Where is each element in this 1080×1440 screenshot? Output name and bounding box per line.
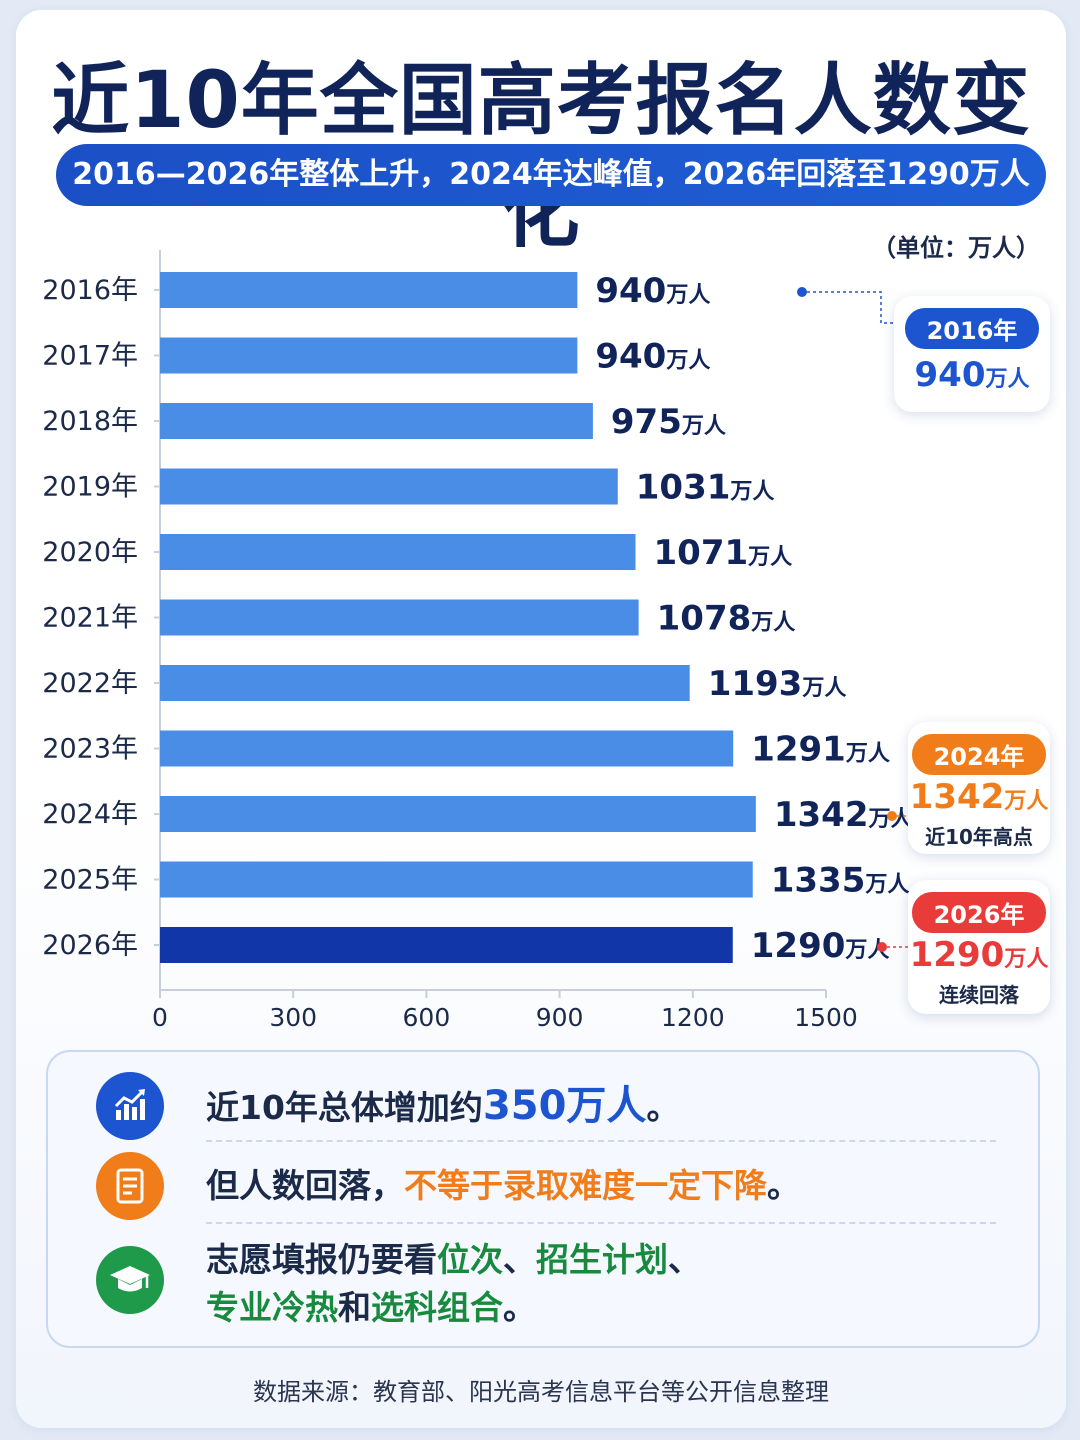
category-label: 2026年 [42,930,138,961]
value-label: 1078万人 [657,599,796,639]
category-label: 2021年 [42,603,138,634]
bar [160,599,639,636]
callout-2026-year: 2026年 [911,892,1047,933]
category-label: 2019年 [42,472,138,503]
bar [160,534,636,570]
category-label: 2024年 [42,799,138,830]
callout-2026-dot [877,942,887,952]
callout-2016-value: 940万人 [914,355,1030,395]
bar [160,730,734,767]
summary-row-1: 近10年总体增加约350万人。 [48,1062,1038,1152]
callout-2016-connector [807,291,894,324]
category-label: 2022年 [42,668,138,699]
x-tick-label: 600 [403,1003,451,1032]
x-tick-label: 900 [536,1003,584,1032]
value-label: 1335万人 [771,861,910,901]
x-tick-label: 300 [269,1003,317,1032]
value-label: 1193万人 [708,664,847,704]
callout-2026-note: 连续回落 [939,983,1019,1007]
value-label: 1291万人 [751,730,890,770]
callout-2024-note: 近10年高点 [925,825,1033,849]
unit-label: （单位：万人） [872,234,1040,262]
bar [160,272,578,308]
x-tick-label: 1200 [661,1003,725,1032]
summary-line-1: 近10年总体增加约350万人。 [206,1083,680,1129]
category-label: 2018年 [42,406,138,437]
summary-row-3: 志愿填报仍要看位次、招生计划、 专业冷热和选科组合。 [48,1232,1038,1342]
bar [160,468,618,505]
value-label: 1071万人 [654,533,793,573]
category-label: 2020年 [42,537,138,568]
callout-2016-dot [797,287,807,297]
category-label: 2017年 [42,341,138,372]
x-tick-label: 0 [152,1003,168,1032]
callout-2024-year: 2024年 [911,734,1047,775]
document-icon [96,1152,164,1220]
infographic-card: 近10年全国高考报名人数变化 2016—2026年整体上升，2024年达峰值，2… [16,10,1066,1428]
bar [160,403,593,439]
data-source: 数据来源：教育部、阳光高考信息平台等公开信息整理 [253,1378,829,1406]
value-label: 1290万人 [751,926,890,966]
x-tick-label: 1500 [794,1003,858,1032]
summary-box: 近10年总体增加约350万人。 但人数回落，不等于录取难度一定下降。 [46,1050,1040,1348]
bar [160,665,690,701]
callout-2026-value: 1290万人 [909,935,1049,975]
bar [160,927,733,963]
summary-line-2: 但人数回落，不等于录取难度一定下降。 [206,1166,800,1205]
value-label: 940万人 [595,337,710,377]
chart-growth-icon [96,1072,164,1140]
callout-2024-dot [887,811,897,821]
callout-2026: 2026年 1290万人 连续回落 [908,880,1050,1014]
bar-chart: 0 300 600 900 1200 1500 2016年 940万人 2017年 940万人 20… [42,250,913,1032]
summary-row-2: 但人数回落，不等于录取难度一定下降。 [48,1144,1038,1234]
summary-divider-1 [206,1140,996,1142]
category-label: 2023年 [42,734,138,765]
summary-line-3: 志愿填报仍要看位次、招生计划、 专业冷热和选科组合。 [206,1240,701,1327]
callout-2024-value: 1342万人 [909,777,1049,817]
subtitle-banner: 2016—2026年整体上升，2024年达峰值，2026年回落至1290万人 [56,144,1046,206]
callout-2024: 2024年 1342万人 近10年高点 [908,722,1050,854]
bar [160,861,753,898]
value-label: 940万人 [595,271,710,311]
callout-2016-year: 2016年 [904,308,1040,349]
value-label: 975万人 [611,402,726,442]
value-label: 1031万人 [636,468,775,508]
graduation-cap-icon [96,1246,164,1314]
category-label: 2025年 [42,865,138,896]
bar [160,796,756,832]
page-title: 近10年全国高考报名人数变化 [51,56,1031,258]
callout-2016: 2016年 940万人 [894,296,1050,412]
bar [160,337,578,374]
summary-divider-2 [206,1222,996,1224]
category-label: 2016年 [42,275,138,306]
